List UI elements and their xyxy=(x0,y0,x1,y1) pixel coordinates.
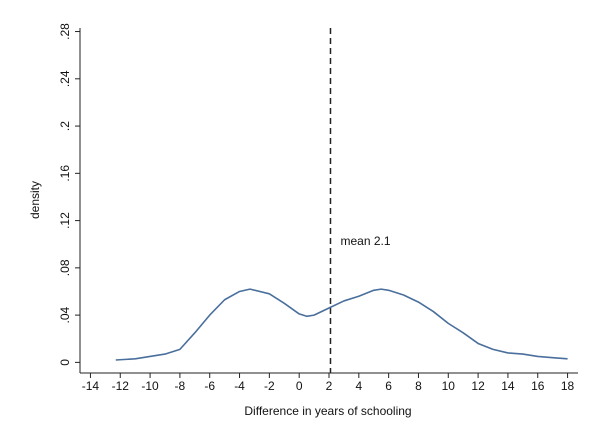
x-tick-label: 6 xyxy=(385,379,392,393)
x-tick-label: -14 xyxy=(82,379,100,393)
x-tick-label: -10 xyxy=(141,379,159,393)
y-axis-label: density xyxy=(28,181,42,219)
x-tick-label: -6 xyxy=(204,379,215,393)
x-tick-label: 16 xyxy=(531,379,545,393)
x-tick-label: 14 xyxy=(501,379,515,393)
x-tick-label: 4 xyxy=(355,379,362,393)
y-tick-label: .08 xyxy=(58,259,72,276)
x-axis-label: Difference in years of schooling xyxy=(244,404,411,418)
x-tick-label: -12 xyxy=(112,379,130,393)
x-tick-label: 8 xyxy=(415,379,422,393)
density-line xyxy=(115,288,568,361)
y-tick-label: 0 xyxy=(58,359,72,366)
y-tick-label: .28 xyxy=(58,23,72,40)
x-tick-label: 12 xyxy=(471,379,485,393)
x-tick-label: 0 xyxy=(296,379,303,393)
y-tick-label: .2 xyxy=(58,121,72,131)
x-tick-label: 18 xyxy=(561,379,575,393)
x-tick-label: 2 xyxy=(326,379,333,393)
y-tick-label: .12 xyxy=(58,212,72,229)
x-tick-label: -8 xyxy=(175,379,186,393)
annotation: mean 2.1 xyxy=(340,234,390,248)
x-tick-label: -4 xyxy=(234,379,245,393)
x-tick-label: -2 xyxy=(264,379,275,393)
y-tick-label: .24 xyxy=(58,70,72,87)
y-tick-label: .16 xyxy=(58,165,72,182)
x-tick-label: 10 xyxy=(442,379,456,393)
y-tick-label: .04 xyxy=(58,306,72,323)
